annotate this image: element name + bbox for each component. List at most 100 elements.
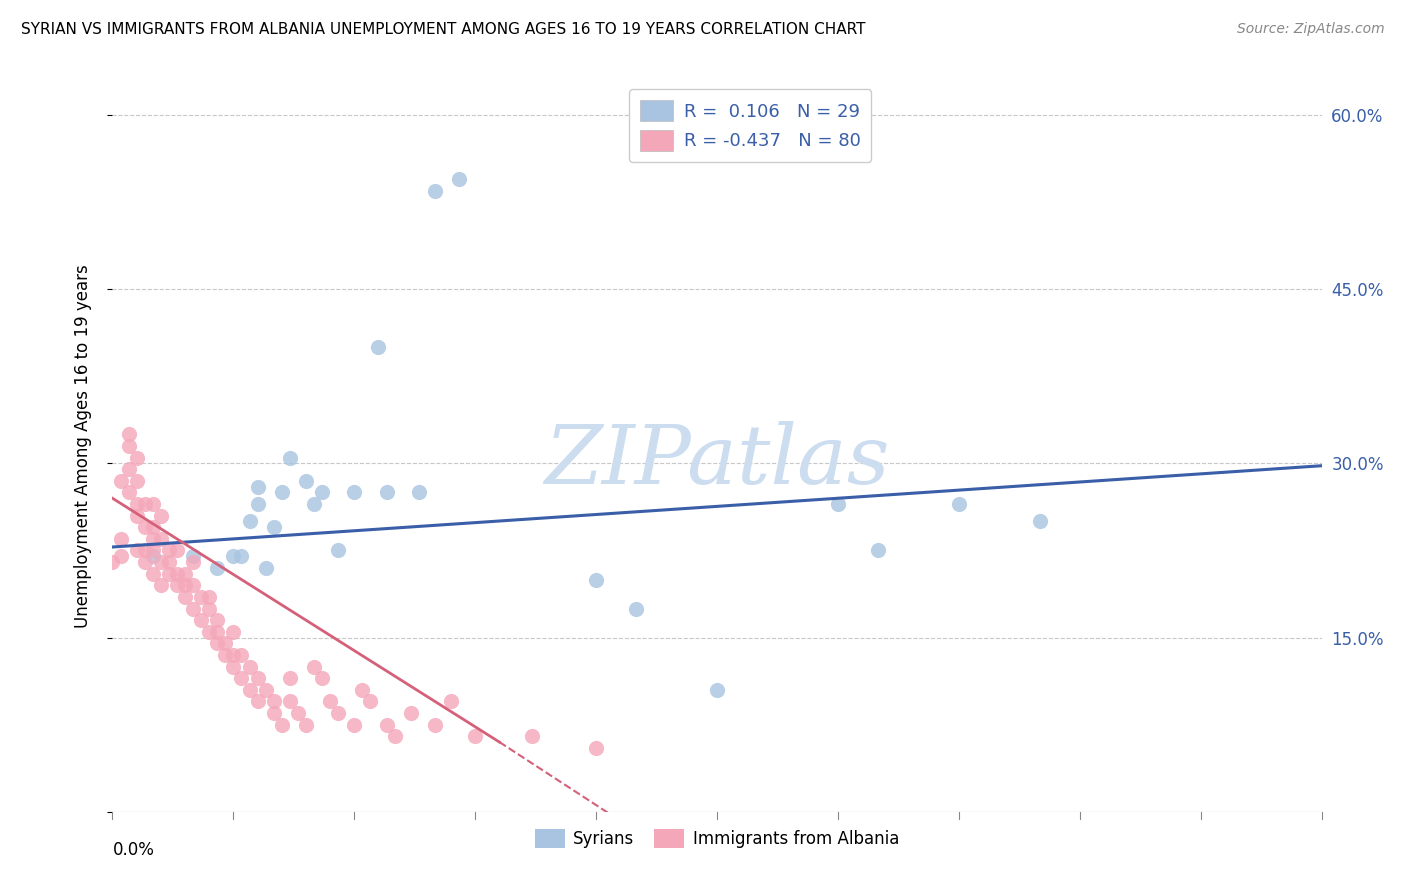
Point: [423, 184, 446, 198]
Point: [827, 497, 849, 511]
Text: 0.0%: 0.0%: [112, 841, 155, 859]
Point: [520, 729, 543, 743]
Point: [142, 566, 165, 581]
Point: [117, 485, 139, 500]
Point: [166, 566, 188, 581]
Point: [110, 549, 132, 564]
Point: [254, 682, 277, 697]
Point: [278, 694, 301, 708]
Point: [328, 706, 350, 720]
Point: [270, 717, 292, 731]
Text: SYRIAN VS IMMIGRANTS FROM ALBANIA UNEMPLOYMENT AMONG AGES 16 TO 19 YEARS CORRELA: SYRIAN VS IMMIGRANTS FROM ALBANIA UNEMPL…: [21, 22, 866, 37]
Point: [125, 497, 148, 511]
Point: [117, 462, 139, 476]
Point: [375, 485, 398, 500]
Point: [125, 543, 148, 558]
Point: [375, 717, 398, 731]
Point: [278, 671, 301, 685]
Point: [157, 555, 180, 569]
Point: [142, 543, 165, 558]
Point: [149, 532, 172, 546]
Point: [626, 601, 648, 615]
Point: [149, 508, 172, 523]
Point: [343, 485, 366, 500]
Point: [246, 671, 269, 685]
Point: [868, 543, 890, 558]
Point: [222, 648, 245, 662]
Point: [246, 480, 269, 494]
Point: [295, 474, 318, 488]
Point: [231, 671, 253, 685]
Point: [149, 578, 172, 592]
Point: [311, 485, 333, 500]
Point: [174, 590, 197, 604]
Point: [207, 561, 229, 575]
Point: [399, 706, 422, 720]
Point: [423, 717, 446, 731]
Point: [142, 532, 165, 546]
Point: [134, 497, 156, 511]
Point: [149, 555, 172, 569]
Point: [408, 485, 430, 500]
Point: [948, 497, 970, 511]
Point: [464, 729, 486, 743]
Point: [585, 740, 607, 755]
Point: [134, 520, 156, 534]
Point: [142, 497, 165, 511]
Point: [110, 532, 132, 546]
Point: [134, 543, 156, 558]
Point: [198, 590, 221, 604]
Point: [117, 427, 139, 442]
Point: [198, 624, 221, 639]
Point: [238, 659, 260, 673]
Point: [278, 450, 301, 465]
Point: [222, 624, 245, 639]
Point: [238, 515, 260, 529]
Point: [302, 497, 325, 511]
Point: [181, 549, 204, 564]
Point: [319, 694, 342, 708]
Point: [328, 543, 350, 558]
Point: [295, 717, 318, 731]
Point: [449, 172, 471, 186]
Point: [125, 508, 148, 523]
Point: [231, 648, 253, 662]
Point: [125, 474, 148, 488]
Point: [302, 659, 325, 673]
Point: [222, 659, 245, 673]
Point: [214, 636, 236, 650]
Point: [359, 694, 381, 708]
Point: [263, 706, 285, 720]
Point: [142, 520, 165, 534]
Point: [311, 671, 333, 685]
Point: [222, 549, 245, 564]
Point: [254, 561, 277, 575]
Point: [198, 601, 221, 615]
Point: [263, 694, 285, 708]
Point: [238, 682, 260, 697]
Point: [585, 573, 607, 587]
Text: ZIPatlas: ZIPatlas: [544, 421, 890, 500]
Point: [134, 555, 156, 569]
Point: [117, 439, 139, 453]
Text: Source: ZipAtlas.com: Source: ZipAtlas.com: [1237, 22, 1385, 37]
Point: [157, 566, 180, 581]
Point: [110, 474, 132, 488]
Point: [706, 682, 728, 697]
Point: [157, 543, 180, 558]
Point: [352, 682, 374, 697]
Point: [181, 578, 204, 592]
Point: [101, 555, 124, 569]
Point: [440, 694, 463, 708]
Legend: Syrians, Immigrants from Albania: Syrians, Immigrants from Albania: [529, 822, 905, 855]
Point: [263, 520, 285, 534]
Point: [214, 648, 236, 662]
Point: [142, 549, 165, 564]
Y-axis label: Unemployment Among Ages 16 to 19 years: Unemployment Among Ages 16 to 19 years: [73, 264, 91, 628]
Point: [125, 450, 148, 465]
Point: [174, 566, 197, 581]
Point: [181, 555, 204, 569]
Point: [207, 613, 229, 627]
Point: [166, 578, 188, 592]
Point: [231, 549, 253, 564]
